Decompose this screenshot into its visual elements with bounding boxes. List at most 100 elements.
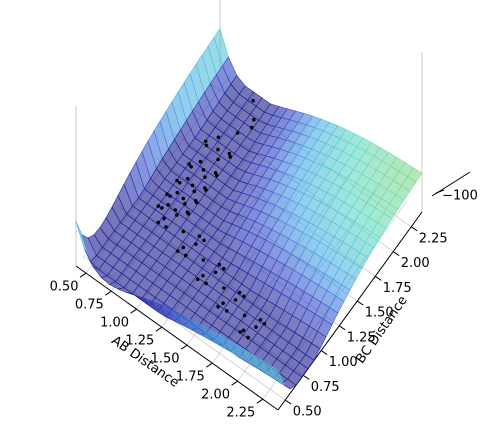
x-tick-label: 1.25: [125, 334, 154, 349]
trajectory-point: [189, 164, 193, 169]
x-tick-label: 2.00: [201, 388, 230, 403]
trajectory-point: [175, 213, 179, 217]
trajectory-point: [251, 117, 256, 122]
y-tick-label: 1.25: [347, 330, 376, 345]
trajectory-point: [249, 125, 254, 130]
trajectory-point: [221, 266, 226, 271]
trajectory-point: [192, 189, 196, 194]
y-tick: [320, 350, 328, 356]
y-tick-label: 2.00: [401, 256, 430, 271]
trajectory-point: [203, 175, 207, 179]
trajectory-point: [241, 328, 246, 333]
x-tick: [155, 326, 163, 332]
x-tick: [180, 344, 188, 350]
y-tick-label: 0.75: [311, 380, 340, 395]
y-tick-label: 1.50: [365, 306, 394, 321]
trajectory-point: [198, 159, 203, 164]
x-tick-label: 1.00: [100, 316, 129, 331]
trajectory-point: [168, 194, 172, 198]
x-tick: [105, 290, 112, 296]
trajectory-point: [213, 270, 218, 275]
trajectory-point: [195, 277, 200, 282]
trajectory-point: [204, 188, 208, 192]
z-tick: [435, 189, 445, 194]
x-tick: [206, 362, 213, 368]
trajectory-point: [181, 196, 186, 201]
trajectory-point: [181, 245, 186, 250]
z-tick-label: −100: [442, 189, 478, 204]
y-tick: [356, 300, 364, 306]
trajectory-point: [221, 286, 226, 290]
trajectory-point: [162, 216, 166, 221]
trajectory-point: [258, 317, 263, 322]
trajectory-point: [177, 180, 182, 185]
x-axis: [75, 265, 279, 411]
trajectory-point: [216, 157, 220, 162]
trajectory-point: [235, 131, 240, 135]
trajectory-point: [175, 178, 179, 183]
trajectory-point: [202, 238, 206, 243]
y-tick-label: 1.00: [329, 355, 358, 370]
x-tick-label: 2.25: [226, 406, 255, 421]
y-tick-label: 0.50: [293, 405, 322, 420]
trajectory-point: [216, 304, 220, 309]
trajectory-point: [214, 173, 219, 178]
trajectory-point: [194, 242, 198, 246]
trajectory-point: [227, 151, 232, 156]
trajectory-point: [233, 298, 238, 302]
trajectory-point: [160, 206, 164, 210]
y-tick-label: 2.25: [419, 231, 448, 246]
x-tick-label: 0.75: [75, 298, 104, 313]
trajectory-point: [201, 258, 206, 262]
y-tick: [284, 399, 292, 405]
trajectory-point: [186, 211, 191, 216]
trajectory-point: [221, 301, 225, 306]
trajectory-point: [217, 262, 222, 267]
y-tick: [392, 251, 400, 257]
x-tick: [130, 308, 137, 314]
trajectory-point: [175, 249, 180, 253]
trajectory-point: [204, 281, 208, 286]
surface: [75, 27, 423, 390]
trajectory-point: [183, 253, 188, 258]
y-tick: [302, 374, 310, 380]
trajectory-point: [251, 98, 255, 103]
trajectory-point: [216, 135, 221, 140]
trajectory-point: [183, 202, 187, 206]
trajectory-point: [254, 325, 258, 329]
x-tick: [79, 272, 87, 278]
y-tick: [374, 275, 382, 281]
trajectory-point: [185, 176, 190, 181]
trajectory-point: [228, 155, 233, 159]
trajectory-point: [224, 309, 229, 313]
x-tick: [256, 398, 264, 404]
trajectory-point: [166, 203, 171, 207]
trajectory-point: [197, 234, 202, 238]
trajectory-point: [156, 204, 161, 208]
x-tick-label: 0.50: [50, 280, 79, 295]
trajectory-point: [242, 294, 246, 299]
y-tick-label: 1.75: [383, 281, 412, 296]
trajectory-point: [246, 335, 250, 340]
trajectory-point: [164, 224, 168, 229]
trajectory-point: [201, 273, 205, 278]
trajectory-point: [175, 190, 180, 195]
trajectory-point: [190, 183, 195, 188]
trajectory-point: [165, 192, 169, 196]
trajectory-point: [216, 147, 220, 152]
trajectory-point: [181, 229, 186, 234]
trajectory-point: [237, 290, 242, 295]
trajectory-point: [242, 313, 247, 318]
surface-patch: [268, 364, 285, 386]
trajectory-point: [204, 143, 209, 148]
trajectory-point: [194, 200, 199, 205]
trajectory-point: [173, 208, 178, 212]
trajectory-point: [187, 162, 191, 166]
trajectory-point: [238, 330, 243, 334]
trajectory-point: [262, 321, 267, 326]
y-tick: [410, 226, 418, 232]
x-tick-label: 1.50: [151, 352, 180, 367]
y-tick: [338, 325, 346, 331]
trajectory-point: [203, 139, 208, 144]
x-tick: [231, 380, 238, 386]
